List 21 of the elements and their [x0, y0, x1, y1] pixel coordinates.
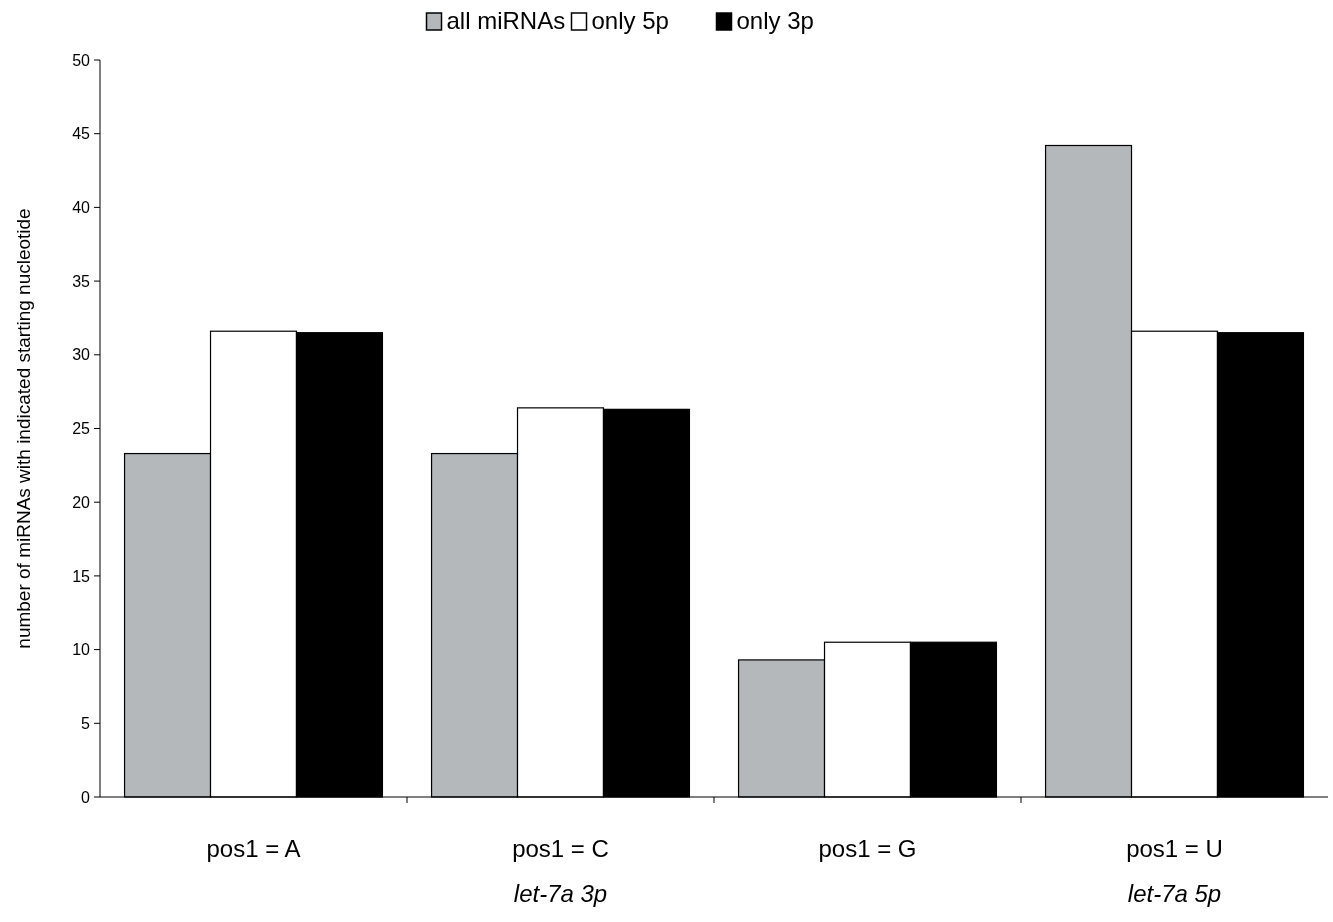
y-tick-label: 5 — [81, 714, 91, 732]
x-tick-label: pos1 = G — [818, 835, 917, 862]
legend-label: all miRNAs — [446, 7, 566, 34]
y-tick-label: 35 — [72, 272, 91, 290]
y-tick-label: 15 — [72, 567, 91, 585]
text: let-7a 3p — [513, 880, 608, 907]
y-tick-label: 40 — [72, 199, 91, 216]
y-axis-title: number of miRNAs with indicated starting nucleotide — [13, 208, 34, 649]
y-tick-label: 45 — [72, 125, 91, 143]
text: let-7a 5p — [1127, 880, 1222, 907]
legend-label: only 5p — [591, 7, 669, 34]
x-tick-label: pos1 = C — [512, 835, 609, 862]
x-tick-label: pos1 = U — [1126, 835, 1223, 862]
x-tick-label: pos1 = A — [206, 835, 301, 862]
y-tick-label: 20 — [72, 493, 91, 511]
y-tick-label: 10 — [72, 641, 91, 659]
y-tick-label: 25 — [72, 420, 91, 438]
legend-label: only 3p — [736, 7, 814, 34]
y-tick-label: 50 — [72, 51, 91, 69]
y-tick-label: 30 — [72, 346, 91, 364]
y-tick-label: 0 — [81, 788, 91, 806]
